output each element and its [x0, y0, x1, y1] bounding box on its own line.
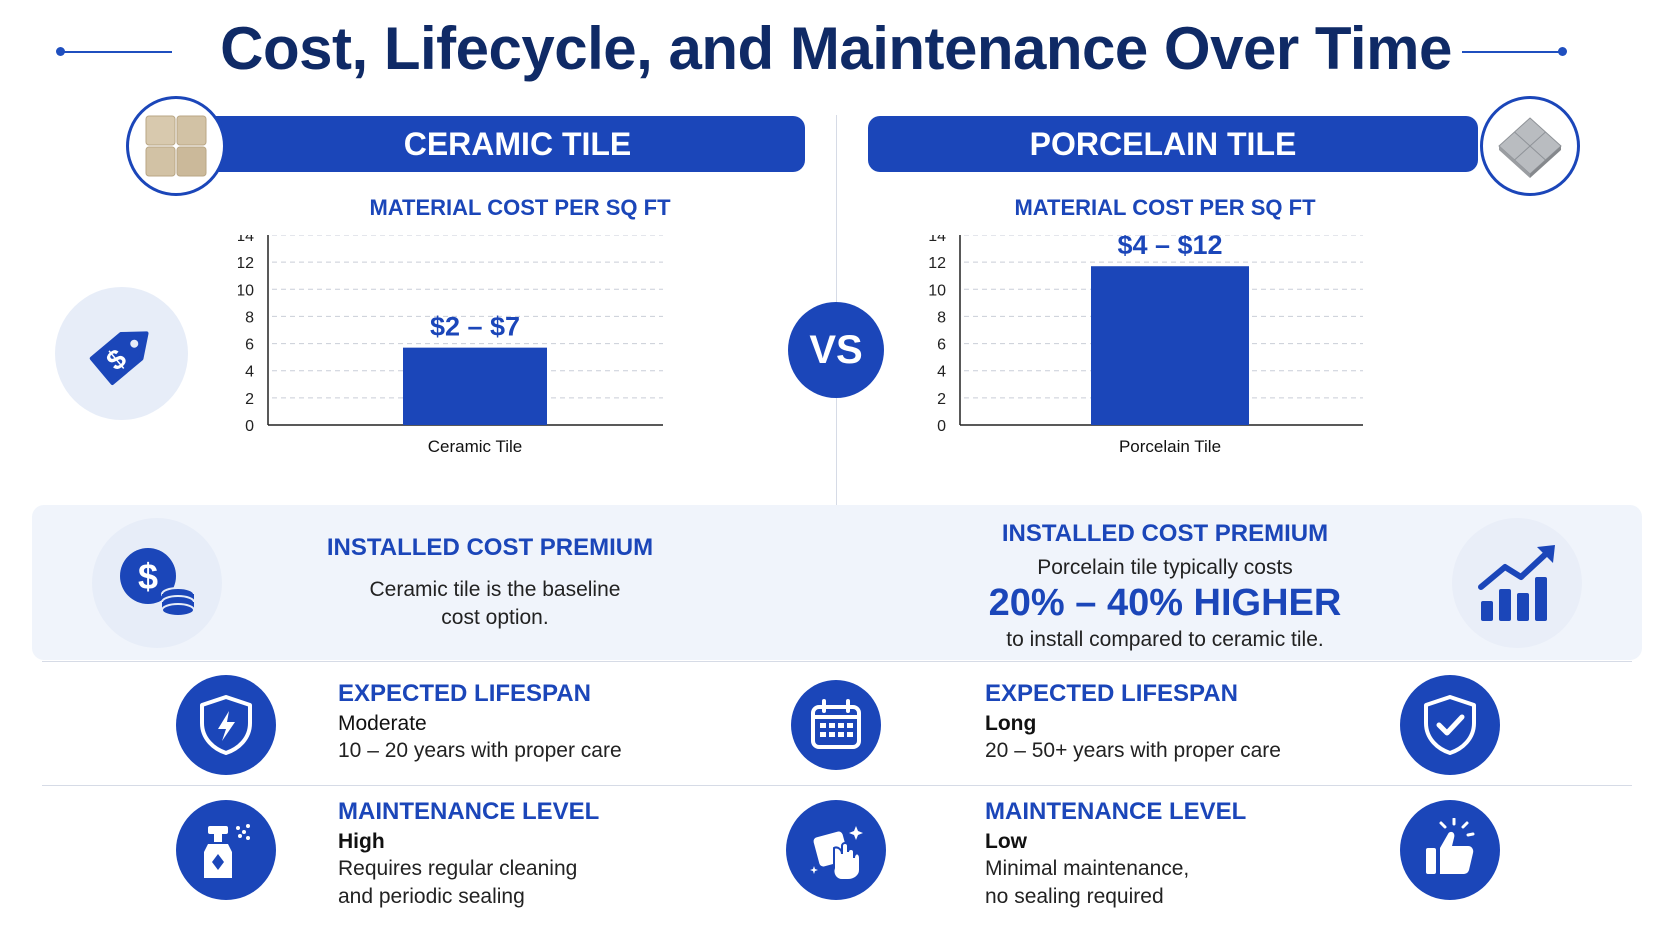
chart-category-label: Porcelain Tile [1119, 437, 1221, 456]
porcelain-premium-highlight: 20% – 40% HIGHER [988, 582, 1342, 624]
ceramic-cost-chart: 0 2 4 6 8 10 12 14 $2 – $7 Ceramic Tile [238, 235, 663, 456]
ceramic-tile-badge [126, 96, 226, 196]
title-deco-line-right [1462, 51, 1562, 53]
porcelain-banner: PORCELAIN TILE [868, 116, 1478, 172]
ceramic-lifespan-title: EXPECTED LIFESPAN [338, 680, 591, 707]
porcelain-premium-line1: Porcelain tile typically costs [1037, 556, 1293, 579]
dollar-coins-icon: $ [120, 548, 195, 617]
porcelain-maint-line1: Minimal maintenance, [985, 857, 1190, 880]
ceramic-maint-title: MAINTENANCE LEVEL [338, 798, 600, 825]
svg-text:$: $ [138, 556, 158, 597]
porcelain-lifespan-title: EXPECTED LIFESPAN [985, 680, 1238, 707]
chart-y-tick-label: 2 [937, 391, 946, 408]
shield-bolt-icon [200, 695, 252, 755]
shield-bolt-badge [176, 675, 276, 775]
title-deco-line-left [60, 51, 172, 53]
chart-y-tick-label: 6 [937, 337, 946, 354]
shield-check-icon [1424, 695, 1476, 755]
title-deco-dot-right [1558, 47, 1567, 56]
page-title: Cost, Lifecycle, and Maintenance Over Ti… [220, 15, 1452, 82]
porcelain-cost-title: MATERIAL COST PER SQ FT [1014, 195, 1316, 220]
porcelain-maint-title: MAINTENANCE LEVEL [985, 798, 1247, 825]
vs-badge: VS [788, 302, 884, 398]
porcelain-banner-label: PORCELAIN TILE [1029, 125, 1297, 162]
dollar-coins-badge: $ [92, 518, 222, 648]
chart-y-tick-label: 4 [245, 364, 254, 381]
cleaning-cloth-badge [786, 800, 886, 900]
ceramic-premium-line1: Ceramic tile is the baseline [369, 578, 621, 601]
chart-y-tick-label: 6 [245, 337, 254, 354]
growth-chart-icon [1478, 545, 1555, 621]
spray-bottle-badge [176, 800, 276, 900]
porcelain-premium-title: INSTALLED COST PREMIUM [1001, 520, 1329, 547]
chart-y-tick-label: 12 [928, 255, 946, 272]
chart-bar [403, 347, 547, 425]
ceramic-cost-title: MATERIAL COST PER SQ FT [369, 195, 671, 220]
row-divider-2 [42, 785, 1632, 786]
ceramic-banner-label: CERAMIC TILE [403, 125, 632, 162]
ceramic-tile-icon [145, 115, 207, 177]
cleaning-cloth-icon [810, 826, 863, 881]
porcelain-lifespan-level: Long [985, 712, 1037, 735]
chart-data-label: $4 – $12 [1117, 235, 1222, 260]
ceramic-maint-line2: and periodic sealing [338, 885, 525, 908]
chart-y-tick-label: 10 [928, 282, 946, 299]
ceramic-maint-level: High [338, 830, 385, 853]
premium-band [32, 505, 1642, 660]
chart-plot-group: 0 2 4 6 8 10 12 14 $2 – $7 Ceramic Tile [238, 235, 663, 456]
chart-bar [1091, 266, 1249, 425]
ceramic-lifespan-level: Moderate [338, 712, 427, 735]
chart-y-tick-label: 14 [928, 235, 946, 245]
price-tag-badge: $ [55, 287, 188, 420]
thumbs-up-icon [1426, 818, 1475, 874]
chart-y-tick-label: 8 [245, 309, 254, 326]
porcelain-premium-line2: to install compared to ceramic tile. [1006, 628, 1324, 651]
porcelain-maint-line2: no sealing required [985, 885, 1164, 908]
calendar-icon [811, 699, 861, 749]
porcelain-maint-level: Low [985, 830, 1027, 853]
spray-bottle-icon [204, 824, 250, 878]
calendar-badge [791, 680, 881, 770]
chart-category-label: Ceramic Tile [428, 437, 522, 456]
chart-y-tick-label: 0 [937, 418, 946, 435]
price-tag-icon: $ [89, 330, 149, 385]
shield-check-badge [1400, 675, 1500, 775]
chart-y-tick-label: 10 [238, 282, 254, 299]
chart-y-tick-label: 8 [937, 309, 946, 326]
ceramic-banner: CERAMIC TILE [200, 116, 805, 172]
chart-y-tick-label: 12 [238, 255, 254, 272]
ceramic-premium-title: INSTALLED COST PREMIUM [326, 534, 654, 561]
ceramic-lifespan-desc: 10 – 20 years with proper care [338, 739, 622, 762]
ceramic-maint-line1: Requires regular cleaning [338, 857, 578, 880]
chart-y-tick-label: 0 [245, 418, 254, 435]
chart-y-tick-label: 14 [238, 235, 254, 245]
porcelain-tile-icon [1498, 117, 1562, 178]
porcelain-tile-badge [1480, 96, 1580, 196]
chart-y-tick-label: 4 [937, 364, 946, 381]
ceramic-premium-line2: cost option. [441, 606, 549, 629]
row-divider-1 [42, 661, 1632, 662]
chart-plot-group: 0 2 4 6 8 10 12 14 $4 – $12 Porcelain Tile [928, 235, 1363, 456]
porcelain-lifespan-desc: 20 – 50+ years with proper care [985, 739, 1281, 762]
thumbs-up-badge [1400, 800, 1500, 900]
chart-y-tick-label: 2 [245, 391, 254, 408]
porcelain-cost-chart: 0 2 4 6 8 10 12 14 $4 – $12 Porcelain Tile [928, 235, 1363, 456]
growth-chart-badge [1452, 518, 1582, 648]
chart-data-label: $2 – $7 [430, 312, 520, 342]
